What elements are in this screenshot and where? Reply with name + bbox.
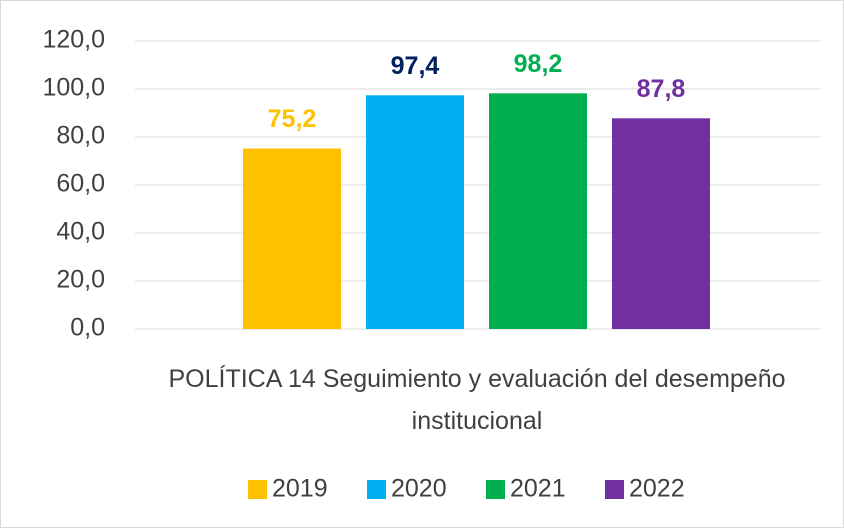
data-label: 75,2 xyxy=(268,105,317,133)
y-tick-label: 20,0 xyxy=(56,266,105,294)
data-label: 97,4 xyxy=(391,52,440,80)
legend-label: 2020 xyxy=(391,475,447,503)
legend-label: 2021 xyxy=(510,475,566,503)
legend-label: 2019 xyxy=(272,475,328,503)
bar xyxy=(366,95,464,330)
y-tick-label: 120,0 xyxy=(42,26,105,54)
y-tick-label: 100,0 xyxy=(42,74,105,102)
x-category-label: POLÍTICA 14 Seguimiento y evaluación del… xyxy=(168,365,786,435)
y-tick-label: 80,0 xyxy=(56,122,105,150)
y-tick-label: 0,0 xyxy=(70,314,105,342)
bar xyxy=(612,118,710,329)
legend-swatch xyxy=(605,480,624,499)
y-tick-label: 60,0 xyxy=(56,170,105,198)
y-tick-label: 40,0 xyxy=(56,218,105,246)
legend-swatch xyxy=(248,480,267,499)
data-label: 87,8 xyxy=(637,75,686,103)
legend-label: 2022 xyxy=(629,475,685,503)
bar xyxy=(243,148,341,329)
data-label: 98,2 xyxy=(514,50,563,78)
legend-swatch xyxy=(486,480,505,499)
bar xyxy=(489,93,587,329)
legend-swatch xyxy=(367,480,386,499)
